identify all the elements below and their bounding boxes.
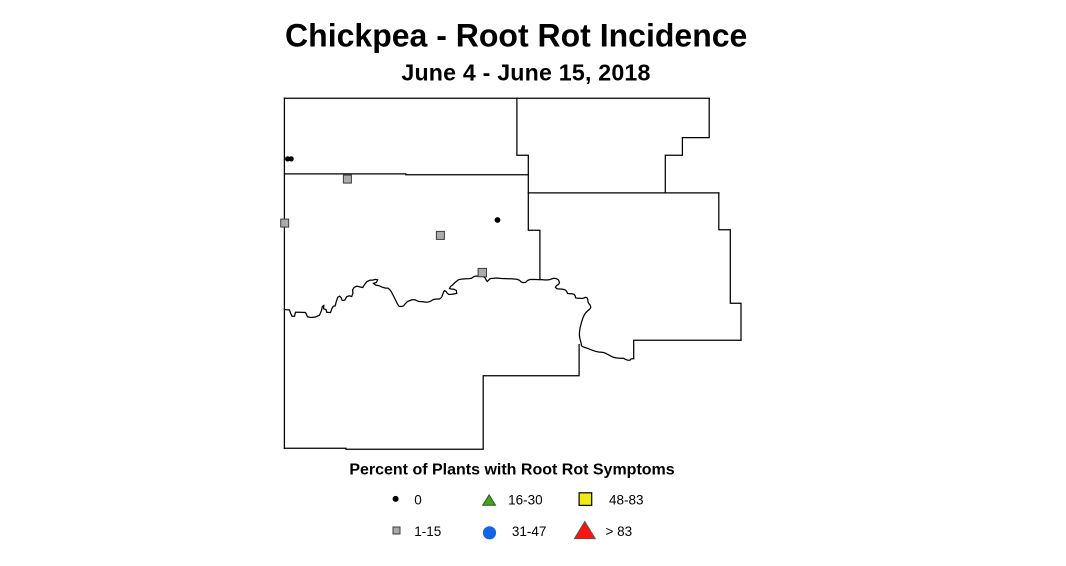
svg-text:> 83: > 83 xyxy=(606,524,633,539)
svg-text:16-30: 16-30 xyxy=(508,493,543,508)
svg-text:Percent of Plants with Root Ro: Percent of Plants with Root Rot Symptoms xyxy=(349,461,674,478)
svg-text:June 4 - June 15, 2018: June 4 - June 15, 2018 xyxy=(401,59,650,85)
svg-text:1-15: 1-15 xyxy=(414,524,441,539)
svg-text:0: 0 xyxy=(414,493,422,508)
svg-text:48-83: 48-83 xyxy=(609,493,644,508)
svg-text:Chickpea - Root Rot Incidence: Chickpea - Root Rot Incidence xyxy=(285,18,747,54)
svg-text:31-47: 31-47 xyxy=(512,524,547,539)
